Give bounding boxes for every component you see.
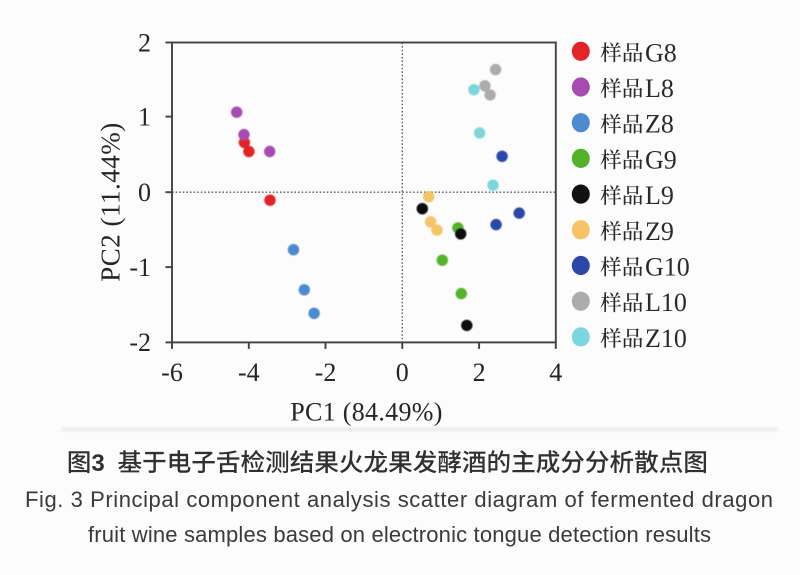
svg-text:2: 2 [473,358,486,387]
svg-text:-1: -1 [129,253,151,282]
svg-text:2: 2 [138,28,151,57]
svg-text:-4: -4 [238,358,260,387]
svg-text:fruit wine samples based on el: fruit wine samples based on electronic t… [88,522,711,547]
svg-text:0: 0 [138,178,151,207]
svg-text:-2: -2 [315,358,337,387]
svg-text:1: 1 [138,102,151,131]
svg-text:G10: G10 [645,253,690,282]
svg-text:Z9: Z9 [645,217,674,246]
svg-text:Z10: Z10 [645,324,687,353]
svg-text:-2: -2 [129,328,151,357]
svg-text:Fig. 3 Principal component ana: Fig. 3 Principal component analysis scat… [25,487,773,512]
svg-text:L10: L10 [645,288,687,317]
svg-text:4: 4 [549,358,562,387]
svg-text:3: 3 [91,450,104,477]
svg-text:PC1 (84.49%): PC1 (84.49%) [290,398,442,427]
svg-text:PC2 (11.44%): PC2 (11.44%) [96,122,126,282]
svg-text:-6: -6 [161,358,183,387]
svg-text:L8: L8 [645,74,674,103]
svg-text:L9: L9 [645,181,674,210]
svg-text:0: 0 [396,358,409,387]
svg-text:Z8: Z8 [645,110,674,139]
svg-text:G8: G8 [645,38,677,67]
svg-text:G9: G9 [645,145,677,174]
